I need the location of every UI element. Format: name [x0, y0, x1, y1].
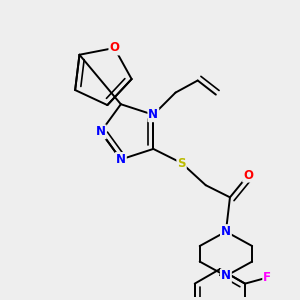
Text: N: N — [96, 125, 106, 138]
Text: N: N — [116, 153, 126, 166]
Text: O: O — [110, 41, 119, 55]
Text: S: S — [177, 157, 186, 169]
Text: O: O — [243, 169, 253, 182]
Text: F: F — [263, 271, 271, 284]
Text: N: N — [221, 269, 231, 283]
Text: N: N — [148, 108, 158, 121]
Text: N: N — [221, 225, 231, 238]
